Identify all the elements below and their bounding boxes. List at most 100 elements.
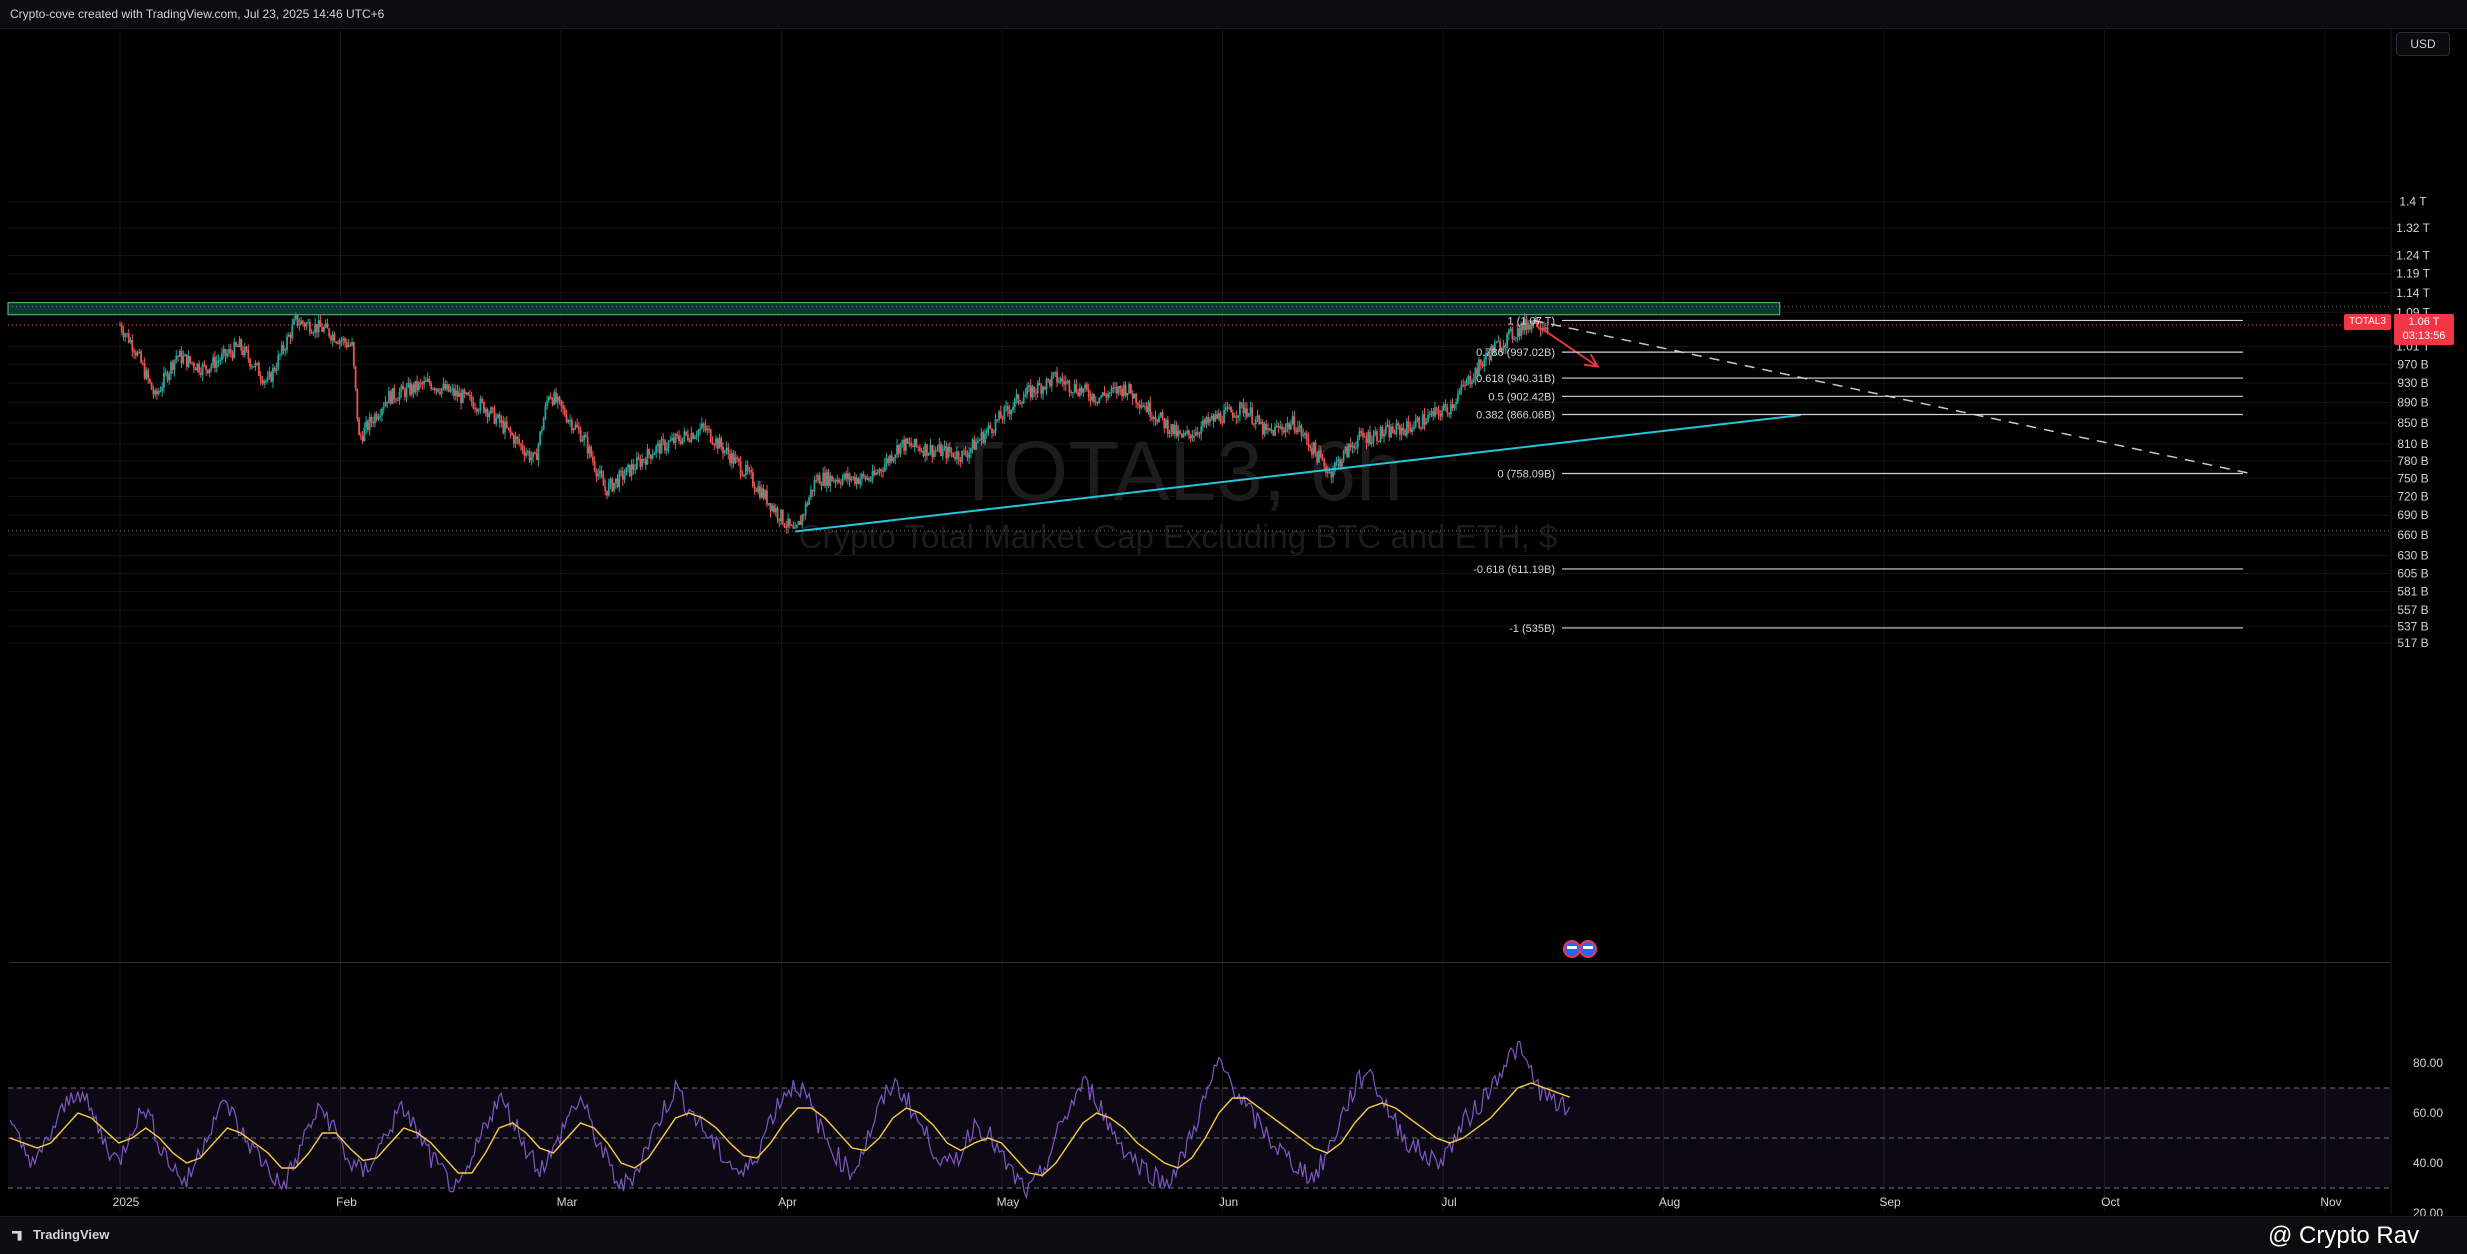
candle-body bbox=[273, 367, 276, 371]
candle-body bbox=[212, 357, 215, 366]
candle-body bbox=[889, 455, 891, 463]
candle-body bbox=[795, 525, 798, 528]
candle-body bbox=[199, 372, 202, 375]
candle-body bbox=[1049, 379, 1051, 387]
candle-body bbox=[606, 490, 608, 496]
candle-body bbox=[410, 384, 413, 395]
candle-body bbox=[697, 430, 700, 437]
candle-body bbox=[613, 482, 615, 492]
candle-body bbox=[372, 422, 375, 424]
candle-body bbox=[1493, 343, 1496, 353]
candle-body bbox=[437, 388, 440, 392]
candle-body bbox=[1267, 428, 1269, 431]
candle-body bbox=[1346, 447, 1349, 457]
candle-body bbox=[1184, 433, 1187, 435]
candle-body bbox=[512, 435, 515, 444]
candle-body bbox=[254, 363, 257, 368]
candle-body bbox=[1040, 384, 1043, 394]
candle-body bbox=[635, 457, 638, 470]
candle-body bbox=[973, 439, 976, 450]
candle-body bbox=[389, 391, 392, 404]
candle-body bbox=[277, 355, 280, 369]
candle-body bbox=[1033, 386, 1036, 393]
candle-body bbox=[326, 323, 329, 329]
projected-path-line bbox=[1533, 319, 2251, 475]
candle-body bbox=[792, 525, 795, 529]
candle-body bbox=[1518, 328, 1521, 337]
last-price: 1.06 T bbox=[2408, 316, 2440, 328]
candle-body bbox=[154, 390, 157, 395]
candle-body bbox=[1149, 402, 1152, 417]
candle-body bbox=[1238, 402, 1241, 416]
candle-body bbox=[210, 365, 213, 369]
candle-body bbox=[247, 350, 250, 360]
candle-body bbox=[502, 420, 505, 433]
candle-body bbox=[407, 383, 410, 387]
candle-body bbox=[913, 439, 916, 448]
candle-body bbox=[655, 446, 658, 453]
tradingview-logo[interactable]: TradingView bbox=[12, 1227, 109, 1242]
time-axis-tick-label: Mar bbox=[557, 1195, 578, 1209]
candle-body bbox=[507, 427, 510, 429]
candle-body bbox=[1260, 422, 1262, 424]
candle-body bbox=[936, 450, 939, 452]
candle-body bbox=[741, 474, 744, 476]
candle-body bbox=[1006, 406, 1009, 411]
candle-body bbox=[1279, 426, 1282, 429]
candle-body bbox=[926, 444, 928, 456]
candle-body bbox=[1212, 415, 1215, 422]
candle-body bbox=[511, 432, 513, 436]
candle-body bbox=[294, 314, 297, 320]
candle-body bbox=[641, 459, 644, 467]
candle-body bbox=[293, 319, 295, 325]
candle-body bbox=[1381, 426, 1384, 437]
candle-body bbox=[504, 421, 506, 433]
resistance-zone bbox=[7, 301, 1781, 316]
candle-body bbox=[766, 490, 768, 505]
candle-body bbox=[817, 475, 819, 481]
candle-body bbox=[219, 360, 222, 362]
candle-body bbox=[1217, 413, 1220, 419]
candle-body bbox=[1140, 405, 1143, 408]
candle-body bbox=[977, 440, 979, 443]
candle-body bbox=[1112, 387, 1115, 389]
candle-body bbox=[729, 454, 731, 464]
candle-body bbox=[528, 451, 531, 461]
rsi-axis-tick-label: 80.00 bbox=[2413, 1056, 2443, 1070]
candle-body bbox=[1328, 471, 1331, 473]
candle-body bbox=[173, 359, 176, 371]
candle-body bbox=[1108, 392, 1111, 394]
candle-body bbox=[660, 439, 663, 454]
candle-body bbox=[1492, 345, 1494, 353]
candle-body bbox=[1537, 327, 1540, 329]
candle-body bbox=[214, 357, 216, 369]
candle-body bbox=[330, 336, 332, 341]
candle-body bbox=[1254, 418, 1257, 425]
candle-body bbox=[841, 478, 844, 485]
candle-body bbox=[509, 428, 512, 433]
candle-body bbox=[1242, 404, 1245, 414]
candle-body bbox=[885, 458, 888, 465]
candle-body bbox=[514, 436, 517, 444]
reference-lines bbox=[8, 306, 2390, 532]
candle-body bbox=[1022, 397, 1025, 404]
candle-body bbox=[120, 325, 123, 332]
candle-body bbox=[609, 478, 612, 484]
candle-body bbox=[233, 342, 236, 358]
candle-body bbox=[1486, 352, 1489, 356]
price-axis-tick-label: 537 B bbox=[2397, 619, 2428, 633]
candle-body bbox=[744, 464, 747, 475]
candle-body bbox=[859, 479, 862, 484]
fib-level-label: -0.618 (611.19B) bbox=[1473, 564, 1555, 576]
candle-body bbox=[1441, 410, 1443, 417]
candle-body bbox=[1302, 434, 1305, 436]
author-credit: @ Crypto Rav bbox=[2268, 1222, 2420, 1249]
candle-body bbox=[1263, 423, 1266, 435]
candle-body bbox=[300, 320, 302, 325]
candle-body bbox=[653, 452, 656, 456]
candle-body bbox=[1490, 345, 1493, 361]
pane-divider[interactable] bbox=[10, 962, 2390, 963]
time-axis-tick-label: Apr bbox=[778, 1195, 797, 1209]
currency-button[interactable]: USD bbox=[2396, 32, 2450, 56]
